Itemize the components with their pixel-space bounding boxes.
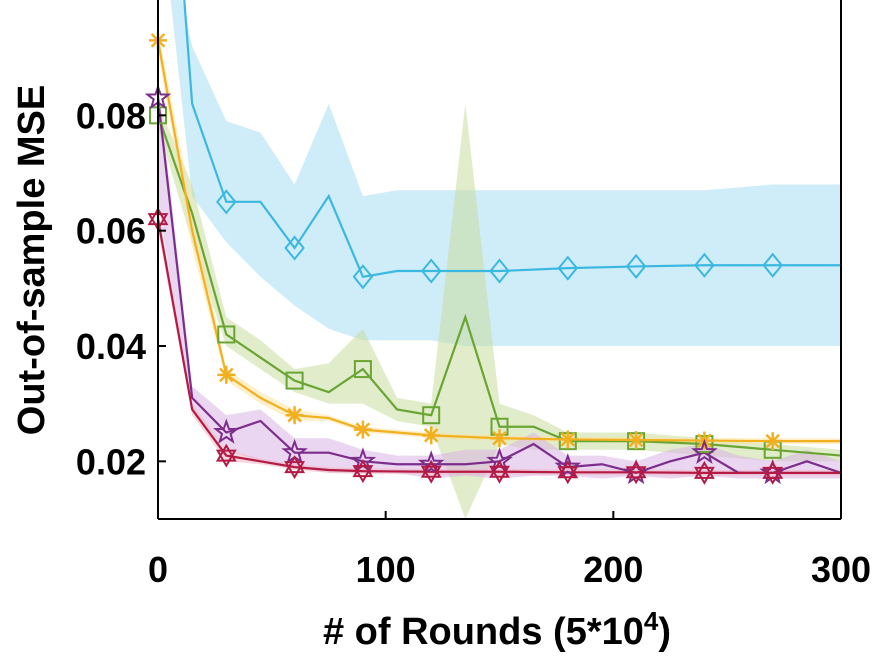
green-square-line [158, 114, 841, 457]
y-axis-label: Out-of-sample MSE [11, 85, 53, 435]
x-axis-label-suffix: ) [658, 611, 671, 653]
cyan-diamond-marker [352, 264, 374, 290]
red-hexagram-marker [489, 459, 510, 484]
cyan-diamond-marker [625, 253, 647, 279]
green-square-marker [422, 406, 441, 425]
purple-pentagram-marker [554, 453, 582, 479]
red-hexagram-marker [215, 443, 237, 468]
cyan-diamond-marker [284, 235, 305, 261]
cyan-diamond-marker [762, 252, 783, 278]
yellow-asterisk-marker [490, 429, 509, 448]
yellow-asterisk-marker [558, 430, 577, 449]
purple-pentagram-marker [212, 418, 240, 444]
x-tick-label: 200 [583, 549, 643, 590]
cyan-diamond-band [170, 0, 841, 346]
y-tick-label: 0.06 [76, 211, 146, 252]
cyan-diamond-marker [557, 255, 579, 281]
red-hexagram-marker [352, 459, 374, 484]
yellow-asterisk-marker [353, 420, 372, 439]
red-hexagram-marker [693, 460, 715, 485]
purple-pentagram-marker [417, 450, 445, 476]
red-hexagram-marker [625, 460, 647, 485]
x-tick-label: 0 [148, 549, 168, 590]
yellow-asterisk-marker [285, 406, 304, 425]
x-axis-label: # of Rounds (5*104) [323, 606, 671, 653]
purple-pentagram-band [158, 80, 841, 479]
x-axis-label-main: # of Rounds (5*10 [323, 611, 644, 653]
cyan-diamond-marker [420, 258, 442, 284]
x-tick-label: 300 [811, 549, 871, 590]
x-ticks: 0 100 200 300 [148, 511, 871, 590]
cyan-diamond-line [183, 0, 841, 279]
purple-pentagram-marker [691, 438, 718, 464]
green-square-marker [353, 360, 372, 379]
red-hexagram-marker [557, 460, 579, 485]
y-tick-label: 0.04 [76, 326, 146, 367]
red-hexagram-marker [762, 460, 784, 485]
yellow-asterisk-marker [422, 426, 441, 445]
red-hexagram-marker [420, 459, 442, 484]
y-tick-label: 0.08 [76, 95, 146, 136]
x-axis-label-superscript: 4 [644, 606, 659, 636]
green-square-marker [217, 325, 236, 344]
yellow-asterisk-line [158, 40, 841, 443]
x-tick-label: 100 [356, 549, 416, 590]
cyan-diamond-marker [694, 252, 715, 278]
y-ticks: 0.02 0.04 0.06 0.08 [76, 95, 166, 482]
cyan-diamond-marker [489, 258, 510, 284]
yellow-asterisk-marker [763, 432, 782, 451]
axes [157, 0, 842, 520]
red-hexagram-marker [284, 455, 306, 480]
y-tick-label: 0.02 [76, 441, 146, 482]
green-square-marker [285, 371, 304, 390]
cyan-diamond-marker [216, 189, 237, 215]
yellow-asterisk-marker [627, 430, 646, 449]
series-markers [144, 31, 786, 485]
yellow-asterisk-marker [217, 365, 236, 384]
